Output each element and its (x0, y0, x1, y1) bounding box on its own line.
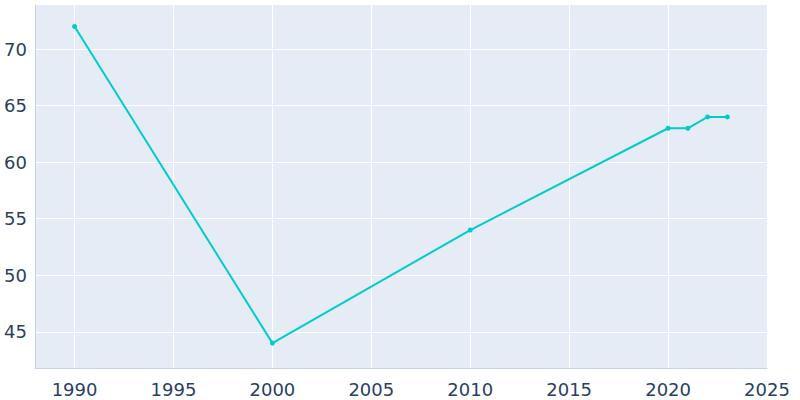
svg-text:65: 65 (4, 95, 27, 116)
svg-text:1995: 1995 (151, 379, 197, 400)
svg-text:2020: 2020 (645, 379, 691, 400)
svg-text:60: 60 (4, 152, 27, 173)
svg-text:1990: 1990 (52, 379, 98, 400)
svg-text:50: 50 (4, 265, 27, 286)
svg-text:2010: 2010 (447, 379, 493, 400)
svg-text:45: 45 (4, 321, 27, 342)
svg-text:2005: 2005 (348, 379, 394, 400)
svg-text:2025: 2025 (744, 379, 790, 400)
svg-text:2000: 2000 (249, 379, 295, 400)
svg-text:2015: 2015 (546, 379, 592, 400)
svg-text:70: 70 (4, 39, 27, 60)
svg-text:55: 55 (4, 208, 27, 229)
